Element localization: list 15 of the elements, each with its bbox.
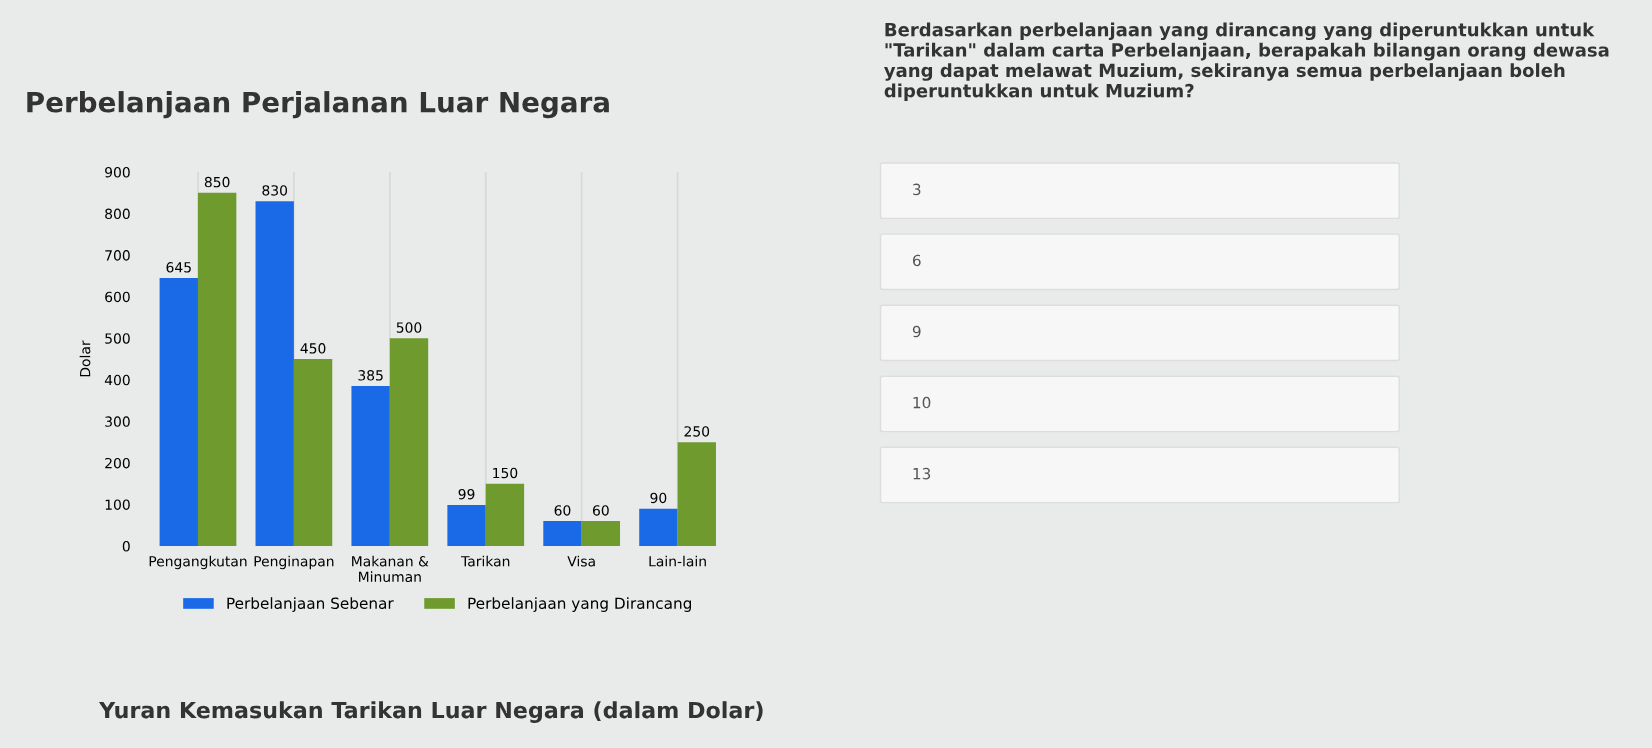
bar: [485, 483, 525, 547]
bar: [197, 192, 237, 547]
bar: [389, 338, 429, 547]
bar: [351, 386, 390, 547]
bar: [159, 278, 198, 547]
bar: [447, 504, 486, 547]
chart-title: Perbelanjaan Perjalanan Luar Negara: [27, 91, 609, 119]
bar: [639, 508, 678, 547]
text: Yuran Kemasukan Tarikan Luar Negara (dalam Dolar): [98, 701, 763, 723]
bar: [255, 201, 294, 547]
text: Berdasarkan perbelanjaan yang dirancang yang diperuntukkan untuk "Tarikan" dalam carta Perbelanjaan, berapakah bilangan orang dewasa yang dapat melawat Muzium, sekiranya semua perbelanjaan boleh diperuntukkan untuk Muzium?: [884, 22, 1609, 101]
bar: [677, 442, 716, 547]
bar: [543, 521, 582, 547]
bar: [581, 521, 621, 547]
bar: [293, 359, 333, 547]
